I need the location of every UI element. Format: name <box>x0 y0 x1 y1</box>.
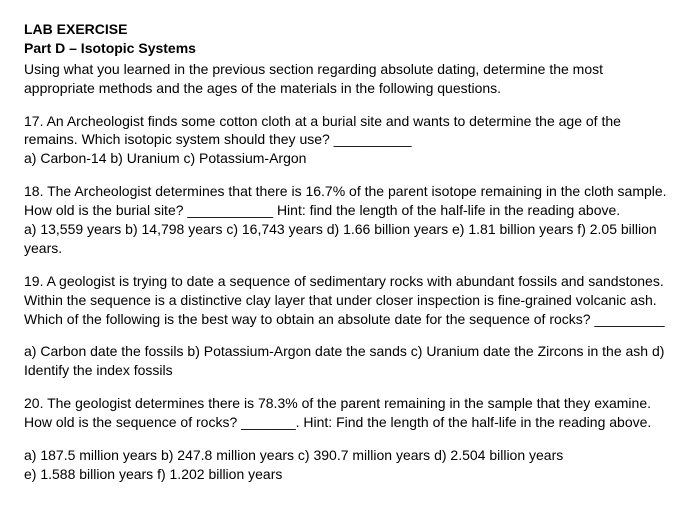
question-19-options: a) Carbon date the fossils b) Potassium-… <box>24 342 669 380</box>
question-20: 20. The geologist determines there is 78… <box>24 394 669 432</box>
question-18: 18. The Archeologist determines that the… <box>24 182 669 258</box>
question-17-options: a) Carbon-14 b) Uranium c) Potassium-Arg… <box>24 149 669 168</box>
question-19-text: 19. A geologist is trying to date a sequ… <box>24 272 669 329</box>
question-18-options: a) 13,559 years b) 14,798 years c) 16,74… <box>24 220 669 258</box>
intro-text: Using what you learned in the previous s… <box>24 60 669 98</box>
question-20-options-line2: e) 1.588 billion years f) 1.202 billion … <box>24 465 669 484</box>
question-19-options-block: a) Carbon date the fossils b) Potassium-… <box>24 342 669 380</box>
question-20-options-line1: a) 187.5 million years b) 247.8 million … <box>24 446 669 465</box>
question-20-text: 20. The geologist determines there is 78… <box>24 394 669 432</box>
question-19: 19. A geologist is trying to date a sequ… <box>24 272 669 329</box>
question-20-options-block: a) 187.5 million years b) 247.8 million … <box>24 446 669 484</box>
part-subheading: Part D – Isotopic Systems <box>24 39 669 58</box>
question-17-text: 17. An Archeologist finds some cotton cl… <box>24 112 669 150</box>
lab-heading: LAB EXERCISE <box>24 20 669 39</box>
question-17: 17. An Archeologist finds some cotton cl… <box>24 112 669 169</box>
question-18-text: 18. The Archeologist determines that the… <box>24 182 669 220</box>
